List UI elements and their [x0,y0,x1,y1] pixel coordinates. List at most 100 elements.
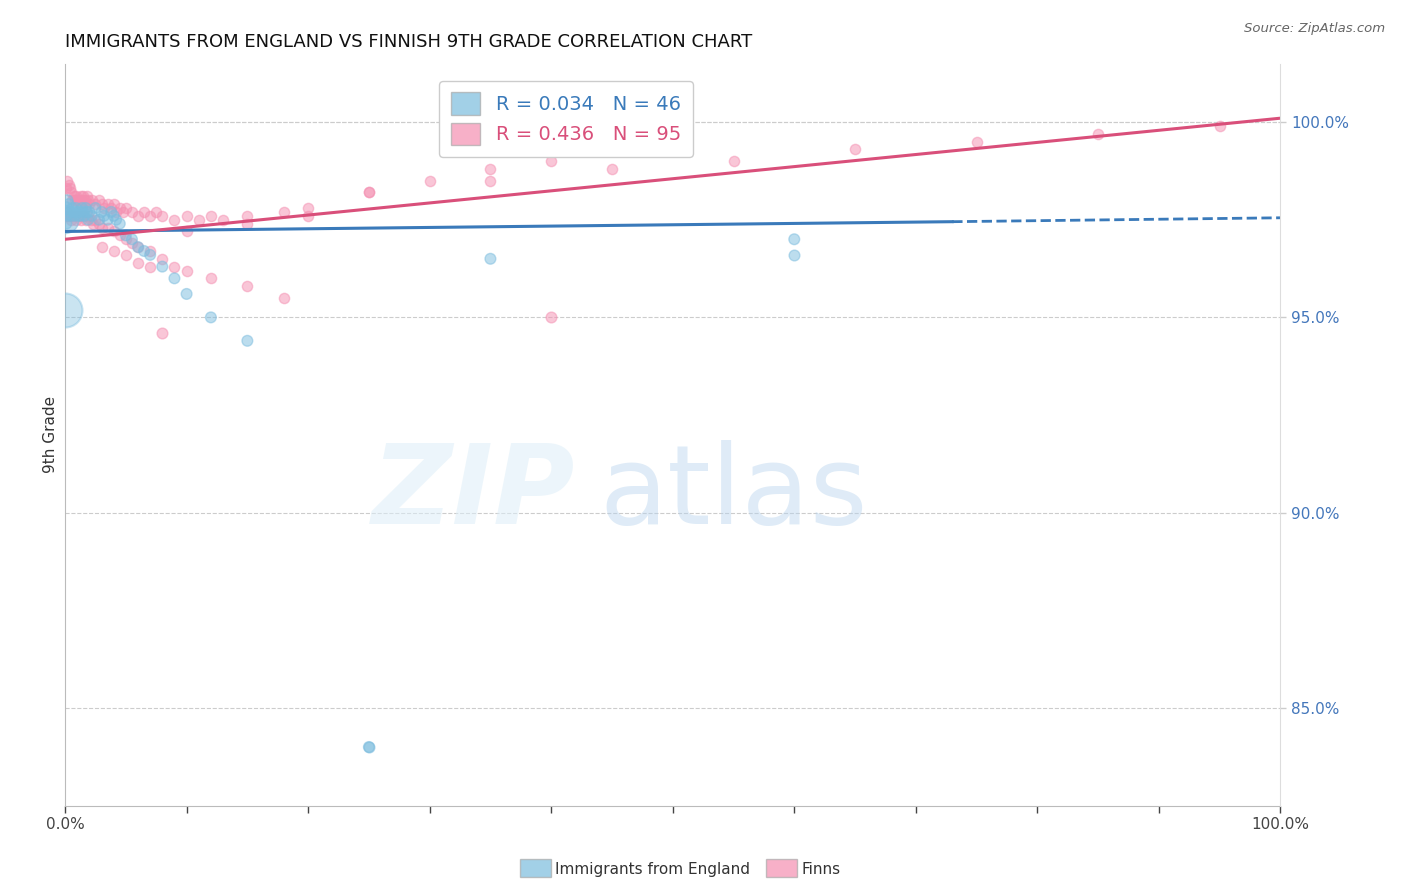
Point [105,205,128,219]
Point [108,228,131,243]
Point [60,209,83,223]
Point [132,205,155,219]
Point [65,212,87,227]
Point [100,201,122,215]
Point [56,209,79,223]
Point [103,224,125,238]
Point [132,244,155,258]
Point [65,201,87,215]
Point [114,232,136,246]
Point [79,205,101,219]
Point [479,174,502,188]
Point [200,271,222,285]
Point [97,212,120,227]
Point [58,197,80,211]
Point [139,248,162,262]
Point [176,263,198,277]
Point [75,197,97,211]
Point [62,209,84,223]
Point [479,252,502,266]
Point [62,189,84,203]
Point [60,201,83,215]
Point [114,201,136,215]
Point [114,248,136,262]
Point [103,244,125,258]
Point [87,193,110,207]
Point [70,209,93,223]
Point [80,209,103,223]
Point [357,186,380,200]
Point [176,287,198,301]
Point [53,212,76,227]
Point [55,201,77,215]
Point [1208,119,1230,133]
Point [844,143,866,157]
Point [59,181,82,195]
Point [297,201,319,215]
Point [112,205,135,219]
Point [212,212,235,227]
Point [127,209,149,223]
Point [75,212,97,227]
Point [357,186,380,200]
Point [100,205,122,219]
Point [84,212,107,227]
Point [56,174,79,188]
Point [176,209,198,223]
Point [60,193,83,207]
Point [69,197,91,211]
Point [75,201,97,215]
Point [58,209,80,223]
Point [966,135,988,149]
Point [127,240,149,254]
Point [187,212,209,227]
Point [73,209,96,223]
Point [90,240,112,254]
Point [150,209,173,223]
Point [200,310,222,325]
Point [67,209,90,223]
Point [56,205,79,219]
Point [163,212,186,227]
Point [97,197,120,211]
Point [97,220,120,235]
Point [783,232,806,246]
Point [108,217,131,231]
Point [114,228,136,243]
Point [600,161,623,176]
Point [60,212,83,227]
Point [273,291,295,305]
Y-axis label: 9th Grade: 9th Grade [44,396,58,473]
Point [84,201,107,215]
Point [236,334,259,348]
Point [87,212,110,227]
Point [62,205,84,219]
Point [70,212,93,227]
Point [139,260,162,274]
Point [66,205,89,219]
Point [127,240,149,254]
Point [84,197,107,211]
Text: ZIP: ZIP [373,441,575,548]
Point [53,302,76,317]
Point [70,201,93,215]
Point [76,189,98,203]
Point [73,193,96,207]
Text: Source: ZipAtlas.com: Source: ZipAtlas.com [1244,22,1385,36]
Point [59,205,82,219]
Point [79,197,101,211]
Point [105,212,128,227]
Point [419,174,441,188]
Point [103,197,125,211]
Point [76,205,98,219]
Point [79,212,101,227]
Point [540,154,562,169]
Point [108,201,131,215]
Point [176,224,198,238]
Point [56,193,79,207]
Point [70,189,93,203]
Point [93,209,115,223]
Point [63,209,86,223]
Point [80,193,103,207]
Point [479,161,502,176]
